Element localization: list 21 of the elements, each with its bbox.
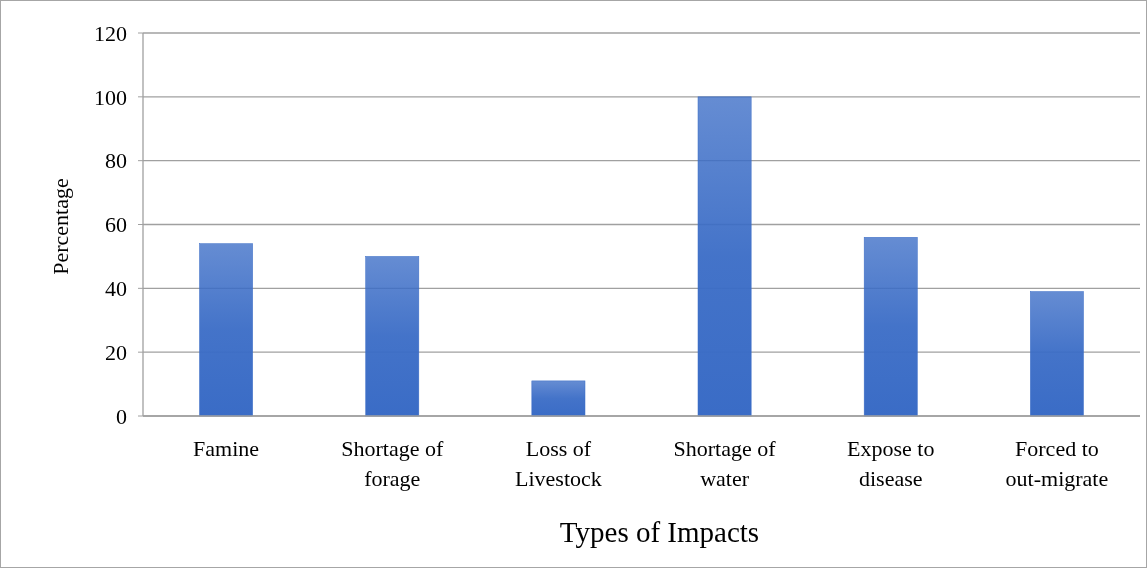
y-tick-label: 60 [105, 212, 127, 238]
bar [1030, 291, 1084, 417]
bar [199, 243, 253, 417]
x-tick-label: Loss of Livestock [515, 436, 602, 491]
bar [531, 380, 586, 417]
y-tick-label: 100 [94, 84, 127, 110]
bar [863, 237, 918, 417]
y-tick-label: 0 [116, 403, 127, 429]
bar [365, 256, 420, 417]
y-tick-label: 80 [105, 148, 127, 174]
y-axis-title: Percentage [48, 178, 73, 275]
x-axis-title: Types of Impacts [559, 516, 760, 548]
y-tick-label: 40 [105, 276, 127, 302]
x-tick-label: Expose to disease [847, 436, 935, 491]
y-tick-label: 20 [105, 339, 127, 365]
x-tick-label: Forced to out-migrate [1005, 436, 1109, 491]
x-tick-label: Shortage of forage [341, 436, 444, 491]
x-tick-label: Famine [193, 436, 260, 461]
bar [697, 96, 752, 417]
x-tick-label: Shortage of water [673, 436, 777, 491]
y-tick-label: 120 [94, 20, 127, 46]
